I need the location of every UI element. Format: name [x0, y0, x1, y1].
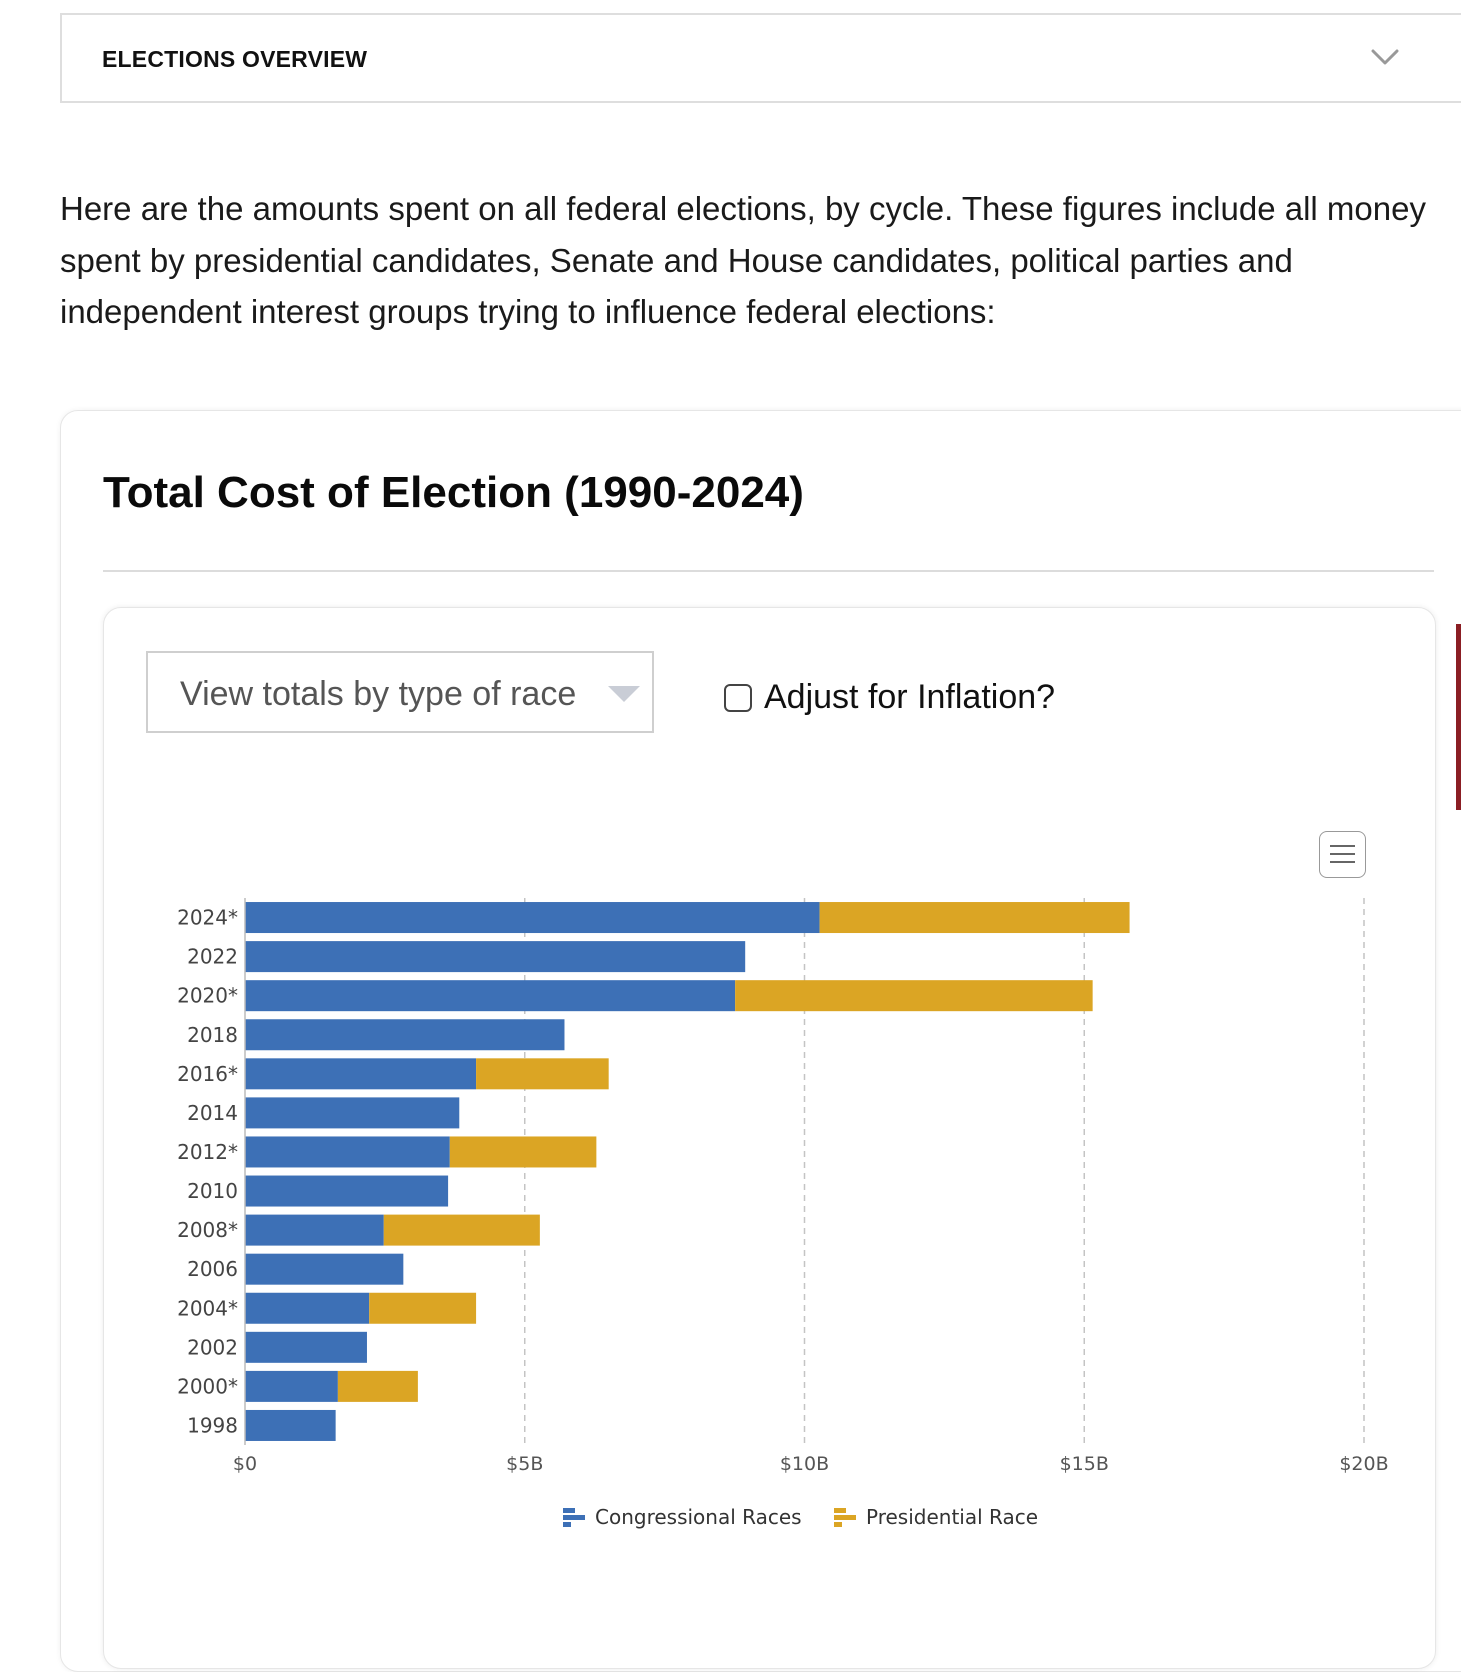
bar-presidential: [337, 1370, 418, 1402]
bar-congressional: [245, 1409, 336, 1441]
y-category-label: 2022: [187, 945, 238, 969]
legend-bar-icon-congressional: [563, 1507, 585, 1529]
y-category-label: 2014: [187, 1101, 238, 1125]
inflation-checkbox-label[interactable]: Adjust for Inflation?: [764, 678, 1056, 716]
caret-down-icon: [608, 686, 640, 702]
y-category-label: 2004*: [177, 1296, 238, 1320]
intro-paragraph: Here are the amounts spent on all federa…: [60, 190, 1426, 330]
y-category-label: 2000*: [177, 1374, 238, 1398]
y-category-label: 2020*: [177, 984, 238, 1008]
y-category-label: 2002: [187, 1335, 238, 1359]
y-category-label: 2010: [187, 1179, 238, 1203]
y-category-label: 2012*: [177, 1140, 238, 1164]
x-tick-label: $10B: [780, 1453, 829, 1475]
bar-presidential: [819, 902, 1130, 934]
bar-congressional: [245, 902, 820, 934]
card-title: Total Cost of Election (1990-2024): [103, 468, 804, 517]
title-divider: [103, 570, 1434, 572]
x-tick-label: $15B: [1060, 1453, 1109, 1475]
bar-presidential: [449, 1136, 597, 1168]
x-tick-label: $20B: [1339, 1453, 1388, 1475]
y-category-label: 2018: [187, 1023, 238, 1047]
bar-presidential: [369, 1292, 477, 1324]
y-category-label: 2008*: [177, 1218, 238, 1242]
bar-chart: $0 $5B $10B $15B $20B 2024* 2022 2020* 2018 2016*…: [177, 898, 1389, 1475]
x-tick-label: $5B: [506, 1453, 543, 1475]
y-category-label: 2024*: [177, 906, 238, 930]
scroll-accent-bar: [1456, 624, 1461, 810]
bar-congressional: [245, 1370, 338, 1402]
bar-congressional: [245, 1214, 384, 1246]
bar-congressional: [245, 1058, 477, 1090]
bar-congressional: [245, 1175, 449, 1207]
bar-congressional: [245, 980, 736, 1012]
elections-overview-accordion[interactable]: ELECTIONS OVERVIEW: [60, 13, 1461, 103]
bar-congressional: [245, 1292, 370, 1324]
bar-congressional: [245, 1097, 460, 1129]
bar-congressional: [245, 1331, 367, 1363]
legend-label: Presidential Race: [866, 1505, 1039, 1529]
bar-presidential: [476, 1058, 609, 1090]
select-label: View totals by type of race: [180, 675, 577, 713]
y-category-label: 2016*: [177, 1062, 238, 1086]
bar-congressional: [245, 1253, 404, 1285]
hamburger-menu-icon[interactable]: [1319, 831, 1366, 878]
y-category-label: 2006: [187, 1257, 238, 1281]
legend-bar-icon-presidential: [834, 1507, 856, 1529]
accordion-title: ELECTIONS OVERVIEW: [102, 46, 368, 72]
inflation-checkbox[interactable]: [724, 684, 752, 712]
race-type-select[interactable]: View totals by type of race: [146, 651, 654, 733]
bar-congressional: [245, 1136, 450, 1168]
chevron-down-icon[interactable]: [1370, 47, 1400, 67]
bar-congressional: [245, 941, 746, 973]
bar-presidential: [735, 980, 1093, 1012]
bar-presidential: [383, 1214, 540, 1246]
y-category-label: 1998: [187, 1413, 238, 1437]
x-tick-label: $0: [233, 1453, 257, 1475]
bar-congressional: [245, 1019, 565, 1051]
legend-label: Congressional Races: [595, 1505, 802, 1529]
